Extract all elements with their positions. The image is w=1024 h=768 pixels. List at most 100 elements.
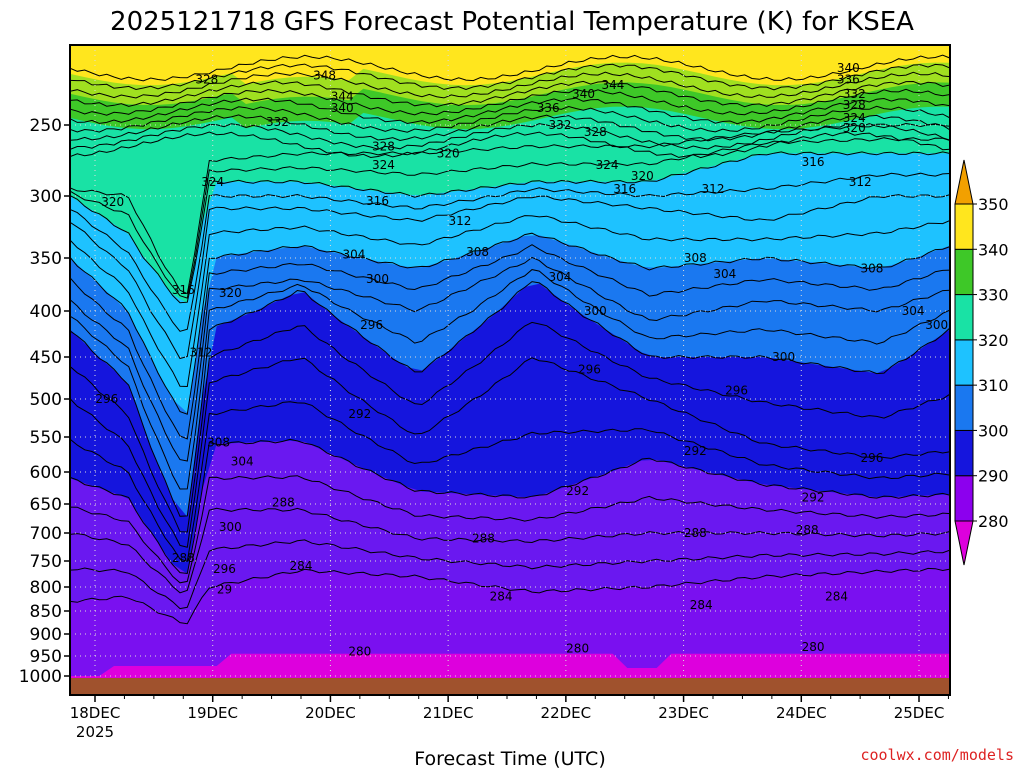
contour-label: 324: [201, 175, 224, 189]
y-tick-label: 400: [30, 302, 62, 322]
colorbar-label: 350: [978, 195, 1009, 214]
x-axis-label: Forecast Time (UTC): [414, 748, 605, 768]
contour-label: 296: [725, 384, 748, 398]
y-tick-label: 550: [30, 428, 62, 448]
contour-label: 308: [207, 436, 230, 450]
contour-label: 288: [472, 532, 495, 546]
contour-label: 312: [702, 182, 725, 196]
contour-label: 300: [219, 520, 242, 534]
contour-label: 300: [366, 272, 389, 286]
contour-label: 296: [95, 392, 118, 406]
y-axis: 250 300 350 400 450 500 550 600 650 700 750 800 850 9…: [19, 116, 70, 687]
contour-label: 336: [837, 73, 860, 87]
contour-label: 292: [348, 407, 371, 421]
contour-line: [70, 401, 950, 562]
colorbar-label: 300: [978, 421, 1009, 440]
color-bands: [70, 45, 950, 695]
contour-label: 300: [925, 318, 948, 332]
colorbar-segment: [954, 384, 974, 431]
contour-label: 324: [596, 158, 619, 172]
contour-label: 316: [802, 155, 825, 169]
contour-line: [70, 232, 950, 415]
contour-line-upper: [70, 123, 950, 150]
contour-line: [70, 567, 950, 625]
contour-label: 312: [849, 175, 872, 189]
contour-label: 288: [684, 526, 707, 540]
contour-label: 304: [713, 267, 736, 281]
contour-label: 316: [172, 283, 195, 297]
colorbar-label: 320: [978, 331, 1009, 350]
contour-label: 296: [860, 451, 883, 465]
contour-line-upper: [70, 97, 950, 125]
ground-terrain: [70, 678, 950, 695]
contour-label: 348: [313, 68, 336, 82]
colorbar-segment: [954, 203, 974, 250]
contour-line-upper: [70, 54, 950, 82]
contour-label: 332: [266, 115, 289, 129]
contour-label: 300: [584, 304, 607, 318]
contour-label: 340: [331, 101, 354, 115]
contour-label: 304: [549, 270, 572, 284]
contour-label: 340: [837, 61, 860, 75]
contour-label: 340: [572, 87, 595, 101]
colorbar-label: 280: [978, 512, 1009, 531]
x-tick-label: 22DEC: [541, 704, 592, 722]
contour-label: 320: [219, 286, 242, 300]
contour-line: [70, 244, 950, 440]
contour-label: 320: [101, 195, 124, 209]
contour-line-upper: [70, 105, 950, 133]
colorbar-segment: [954, 429, 974, 477]
y-tick-label: 850: [30, 602, 62, 622]
contour-line: [70, 256, 950, 462]
contour-line: [70, 281, 950, 517]
contour-label: 332: [549, 118, 572, 132]
contour-label: 292: [566, 484, 589, 498]
x-tick-label: 25DEC: [894, 704, 945, 722]
contour-label: 308: [684, 251, 707, 265]
contour-line: [70, 122, 950, 295]
contour-label: 320: [631, 169, 654, 183]
contour-label: 284: [290, 559, 313, 573]
colorbar-segment: [954, 339, 974, 386]
x-tick-label: 21DEC: [423, 704, 474, 722]
x-tick-label: 20DEC: [305, 704, 356, 722]
contour-label: 316: [366, 194, 389, 208]
contour-line: [70, 172, 950, 332]
x-tick-label: 18DEC: [70, 704, 121, 722]
colorbar-label: 310: [978, 376, 1009, 395]
y-tick-label: 500: [30, 390, 62, 410]
plot-frame: [69, 44, 951, 696]
x-tick-label: 24DEC: [776, 704, 827, 722]
contour-line-upper: [70, 131, 950, 159]
contour-label: 336: [537, 101, 560, 115]
colorbar-segment: [954, 294, 974, 341]
contour-label: 284: [825, 590, 848, 604]
grid-lines: [70, 45, 950, 695]
contour-label: 284: [690, 598, 713, 612]
y-tick-label: 450: [30, 348, 62, 368]
contour-line: [70, 475, 950, 584]
contour-line: [70, 137, 950, 299]
colorbar-segment: [954, 475, 974, 522]
contour-line: [70, 151, 950, 304]
y-tick-label: 250: [30, 116, 62, 136]
contour-line: [70, 215, 950, 388]
y-tick-label: 300: [30, 187, 62, 207]
contour-label: 292: [802, 491, 825, 505]
contour-label: 280: [802, 640, 825, 654]
contour-line-upper: [70, 80, 950, 108]
contour-label: 284: [490, 590, 513, 604]
contour-label: 296: [213, 562, 236, 576]
contour-line-upper: [70, 114, 950, 142]
y-tick-label: 700: [30, 524, 62, 544]
contour-label: 304: [231, 455, 254, 469]
y-tick-label: 750: [30, 552, 62, 572]
contour-label: 288: [272, 496, 295, 510]
contour-label: 344: [331, 90, 354, 104]
x-tick-label: 23DEC: [658, 704, 709, 722]
contour-label: 280: [348, 645, 371, 659]
y-tick-label: 650: [30, 495, 62, 515]
